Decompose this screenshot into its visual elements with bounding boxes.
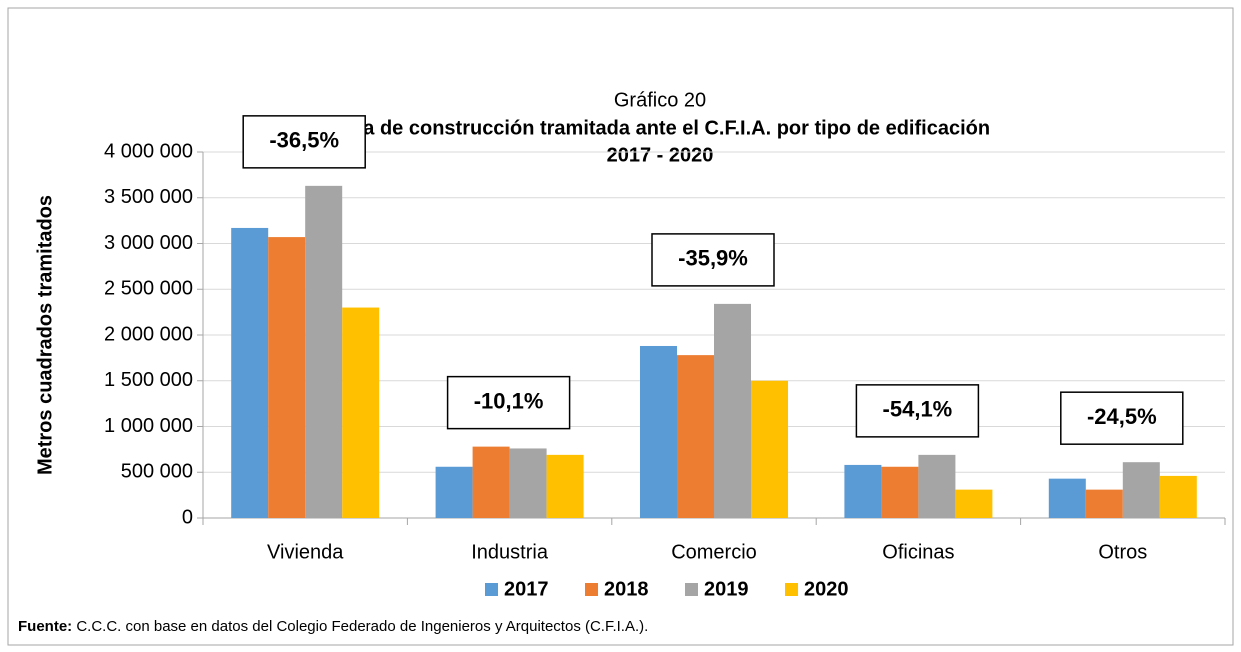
x-tick-label: Vivienda [267,541,344,563]
legend-label: 2018 [604,578,649,600]
bar [1048,478,1086,518]
source-text: C.C.C. con base en datos del Colegio Fed… [76,618,648,635]
bar [546,454,584,518]
bar [714,303,751,518]
bar [1159,475,1197,518]
annotation: -35,9% [678,246,748,271]
x-tick-label: Otros [1098,541,1147,563]
y-tick-label: 3 500 000 [104,186,193,208]
bar [231,227,269,518]
source-label: Fuente: [18,618,72,635]
y-tick-label: 500 000 [121,461,193,483]
legend-label: 2020 [804,578,849,600]
annotation-box [242,115,366,169]
annotation-box [651,233,775,287]
y-tick-label: 2 500 000 [104,278,193,300]
annotation: -24,5% [1087,404,1157,429]
x-tick-label: Oficinas [882,541,954,563]
bar [342,307,380,518]
legend-swatch [685,583,698,596]
annotation-box [855,384,980,438]
bar [640,345,677,518]
annotation-box [446,375,571,430]
y-tick-label: 0 [182,506,193,528]
legend-swatch [485,583,498,596]
bar [844,464,882,518]
chart-period: 2017 - 2020 [607,144,714,166]
legend-label: 2019 [704,578,749,600]
annotation: -10,1% [474,388,544,413]
bar [918,454,956,518]
annotation: -36,5% [269,128,339,153]
bar [881,466,919,518]
bar [1085,489,1123,518]
bar [509,448,547,518]
bar [435,466,473,518]
legend-swatch [585,583,598,596]
y-tick-label: 1 000 000 [104,415,193,437]
x-tick-label: Industria [471,541,549,563]
y-axis-label: Metros cuadrados tramitados [34,195,56,475]
bar [677,355,714,518]
annotation: -54,1% [883,397,953,422]
chart-title: Gráfico 20 [614,89,706,111]
y-tick-label: 3 000 000 [104,232,193,254]
bar [305,185,343,519]
bar [1122,462,1160,518]
y-tick-label: 4 000 000 [104,140,193,162]
source: Fuente: C.C.C. con base en datos del Col… [18,618,648,635]
chart-subtitle: Área de construcción tramitada ante el C… [330,116,990,139]
y-tick-label: 2 000 000 [104,323,193,345]
bar [751,380,788,518]
annotation-box [1060,391,1184,445]
legend-label: 2017 [504,578,549,600]
bar [472,446,510,518]
legend-swatch [785,583,798,596]
bar [955,489,993,518]
bar [268,237,306,518]
y-tick-label: 1 500 000 [104,369,193,391]
chart-frame [7,7,1234,646]
x-tick-label: Comercio [671,541,757,563]
